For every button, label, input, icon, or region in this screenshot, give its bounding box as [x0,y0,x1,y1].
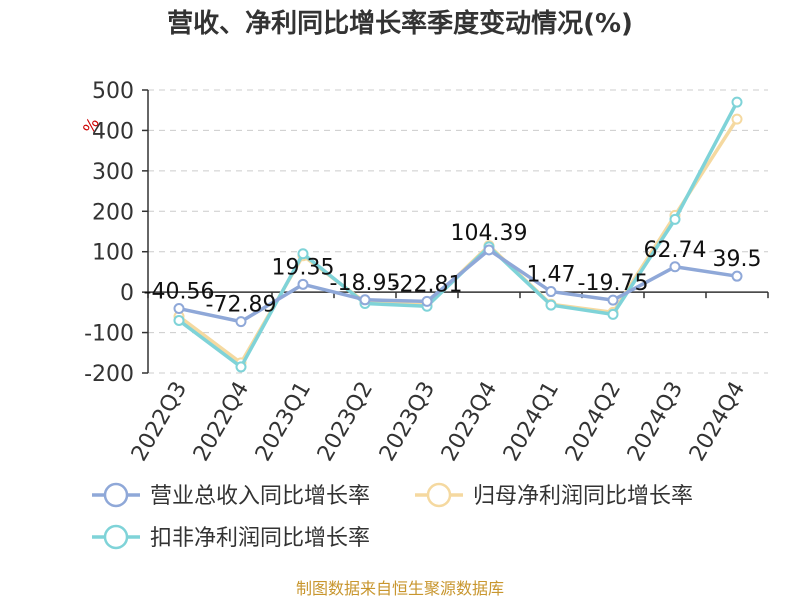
legend-label: 归母净利润同比增长率 [473,484,693,509]
chart-title: 营收、净利同比增长率季度变动情况(%) [167,8,633,39]
data-point [359,294,371,306]
y-tick-label: 200 [92,200,134,225]
data-label: 39.5 [713,247,762,272]
data-label: -72.89 [206,293,277,318]
legend-marker [103,482,129,508]
legend-marker [426,482,452,508]
data-point [483,244,495,256]
legend-label: 营业总收入同比增长率 [150,484,370,509]
x-tick-label: 2024Q1 [499,378,564,466]
data-point [173,314,185,326]
data-point [421,295,433,307]
x-tick-label: 2023Q3 [375,378,440,466]
source-note: 制图数据来自恒生聚源数据库 [296,579,504,598]
data-point [669,213,681,225]
x-tick-label: 2023Q1 [251,378,316,466]
data-point [297,248,309,260]
x-tick-label: 2024Q3 [623,378,688,466]
data-point [297,278,309,290]
y-tick-label: 400 [92,119,134,144]
series-layer [173,96,743,373]
legend-marker [103,524,129,550]
data-point [731,96,743,108]
legend-label: 扣非净利润同比增长率 [150,526,370,551]
data-point [731,270,743,282]
y-tick-label: 100 [92,241,134,266]
data-label-layer: -40.56-72.89 19.35-18.95-22.81 104.39 1.47-… [144,221,762,318]
x-tick-label: 2022Q3 [127,378,192,466]
data-point [235,316,247,328]
data-label: -40.56 [144,280,215,305]
y-tick-label: -100 [84,322,134,347]
x-tick-label: 2023Q4 [437,378,502,466]
data-label: 62.74 [644,238,707,263]
data-label: -22.81 [392,272,463,297]
data-point [607,308,619,320]
data-label: -18.95 [330,271,401,296]
data-point [545,299,557,311]
x-tick-label: 2024Q2 [561,378,626,466]
data-label: 104.39 [451,221,528,246]
y-tick-label: -200 [84,362,134,387]
x-tick-label: 2024Q4 [685,378,750,466]
y-tick-label: 300 [92,160,134,185]
data-label: -19.75 [578,271,649,296]
y-tick-label: 500 [92,79,134,104]
x-tick-label: 2022Q4 [189,378,254,466]
data-label: 1.47 [527,263,576,288]
data-label: 19.35 [272,255,335,280]
x-tick-label: 2023Q2 [313,378,378,466]
data-point [173,303,185,315]
data-point [607,294,619,306]
data-point [669,261,681,273]
data-point [235,361,247,373]
data-point [731,113,743,125]
y-tick-label: 0 [120,281,134,306]
data-point [545,286,557,298]
series-line [178,248,738,324]
grid-layer [148,89,768,374]
